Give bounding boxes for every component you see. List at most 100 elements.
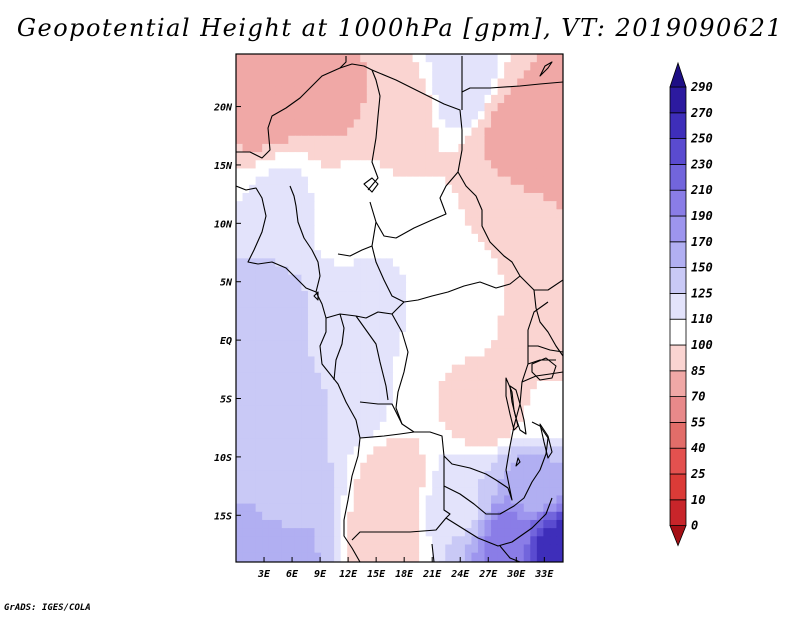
field-cell bbox=[288, 152, 296, 161]
field-cell bbox=[314, 536, 322, 546]
field-cell bbox=[510, 127, 518, 137]
field-cell bbox=[543, 511, 551, 521]
field-cell bbox=[327, 233, 335, 243]
field-cell bbox=[392, 184, 401, 194]
field-cell bbox=[262, 176, 270, 186]
field-cell bbox=[464, 225, 473, 235]
field-cell bbox=[281, 233, 289, 243]
field-cell bbox=[432, 340, 440, 349]
field-cell bbox=[294, 70, 302, 80]
field-cell bbox=[438, 479, 446, 488]
field-cell bbox=[373, 217, 381, 227]
field-cell bbox=[281, 487, 289, 497]
field-cell bbox=[379, 356, 388, 366]
field-cell bbox=[275, 111, 283, 120]
field-cell bbox=[268, 536, 276, 546]
field-cell bbox=[530, 135, 538, 145]
field-cell bbox=[497, 274, 505, 284]
field-cell bbox=[236, 282, 244, 292]
field-cell bbox=[471, 242, 479, 251]
field-cell bbox=[556, 364, 563, 374]
field-cell bbox=[386, 397, 394, 407]
field-cell bbox=[242, 544, 250, 554]
field-cell bbox=[406, 111, 414, 120]
field-cell bbox=[373, 519, 381, 529]
field-cell bbox=[386, 127, 394, 137]
field-cell bbox=[438, 233, 446, 243]
field-cell bbox=[360, 495, 368, 505]
field-cell bbox=[373, 430, 381, 439]
field-cell bbox=[491, 544, 499, 554]
field-cell bbox=[366, 356, 374, 366]
field-cell bbox=[288, 127, 296, 137]
field-cell bbox=[412, 176, 420, 186]
field-cell bbox=[314, 143, 322, 153]
field-cell bbox=[412, 372, 420, 382]
field-cell bbox=[543, 54, 551, 63]
field-cell bbox=[445, 397, 453, 407]
field-cell bbox=[425, 438, 433, 447]
field-cell bbox=[530, 470, 538, 480]
field-cell bbox=[268, 291, 276, 300]
field-cell bbox=[236, 552, 244, 562]
field-cell bbox=[543, 217, 551, 227]
field-cell bbox=[314, 380, 322, 390]
field-cell bbox=[438, 397, 446, 407]
field-cell bbox=[281, 299, 289, 309]
field-cell bbox=[497, 266, 505, 276]
field-cell bbox=[373, 487, 381, 497]
field-cell bbox=[497, 135, 505, 145]
field-cell bbox=[549, 192, 558, 202]
field-cell bbox=[458, 168, 466, 178]
field-cell bbox=[419, 528, 427, 537]
field-cell bbox=[497, 438, 505, 447]
field-cell bbox=[563, 258, 570, 267]
field-cell bbox=[497, 405, 505, 415]
field-cell bbox=[504, 528, 512, 537]
field-cell bbox=[262, 340, 270, 349]
field-cell bbox=[275, 160, 283, 170]
field-cell bbox=[268, 70, 276, 80]
field-cell bbox=[432, 152, 440, 161]
field-cell bbox=[497, 503, 505, 513]
field-cell bbox=[294, 397, 302, 407]
field-cell bbox=[406, 421, 414, 431]
field-cell bbox=[334, 168, 342, 178]
field-cell bbox=[301, 250, 309, 259]
field-cell bbox=[432, 86, 440, 96]
field-cell bbox=[366, 544, 374, 554]
field-cell bbox=[419, 86, 427, 96]
field-cell bbox=[242, 446, 250, 456]
field-cell bbox=[314, 421, 322, 431]
field-cell bbox=[301, 421, 309, 431]
field-cell bbox=[249, 299, 257, 309]
field-cell bbox=[314, 225, 322, 235]
field-cell bbox=[530, 552, 538, 562]
field-cell bbox=[536, 62, 544, 71]
field-cell bbox=[366, 348, 374, 358]
field-cell bbox=[255, 348, 263, 358]
field-cell bbox=[484, 430, 492, 439]
field-cell bbox=[549, 503, 558, 513]
field-cell bbox=[412, 78, 420, 88]
field-cell bbox=[353, 225, 361, 235]
field-cell bbox=[504, 438, 512, 447]
field-cell bbox=[242, 258, 250, 268]
field-cell bbox=[471, 127, 479, 137]
field-cell bbox=[543, 495, 551, 505]
field-cell bbox=[510, 552, 518, 562]
field-cell bbox=[340, 184, 348, 194]
field-cell bbox=[353, 94, 361, 104]
field-cell bbox=[327, 135, 335, 145]
field-cell bbox=[484, 225, 492, 235]
field-cell bbox=[510, 54, 518, 63]
field-cell bbox=[386, 160, 394, 170]
field-cell bbox=[399, 184, 407, 194]
field-cell bbox=[412, 405, 420, 415]
field-cell bbox=[236, 536, 244, 546]
field-cell bbox=[543, 364, 551, 374]
field-cell bbox=[294, 307, 302, 317]
field-cell bbox=[477, 233, 486, 243]
field-cell bbox=[477, 168, 486, 178]
field-cell bbox=[477, 340, 486, 349]
